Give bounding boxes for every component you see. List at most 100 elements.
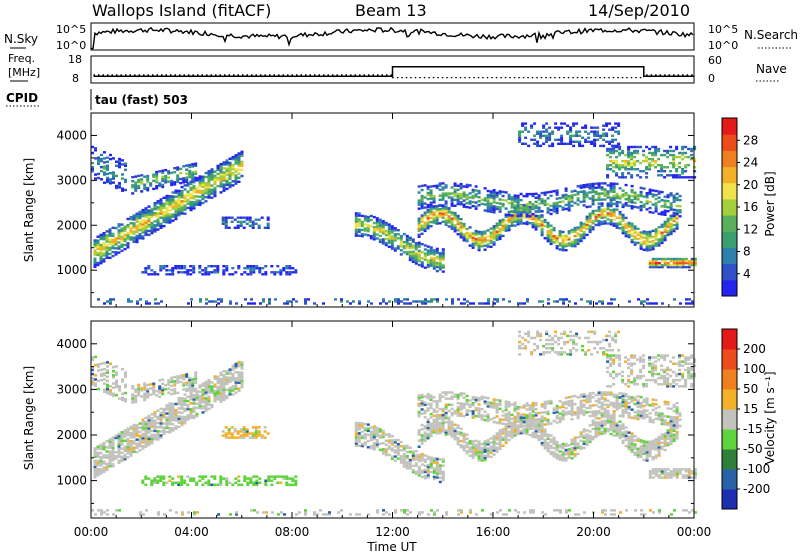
heatmap-cell	[170, 179, 174, 183]
heatmap-cell	[567, 205, 571, 208]
heatmap-cell	[111, 226, 115, 229]
heatmap-cell	[402, 232, 406, 236]
heatmap-cell	[517, 302, 520, 305]
heatmap-cell	[144, 443, 148, 446]
heatmap-cell	[216, 396, 220, 399]
heatmap-cell	[465, 433, 469, 436]
heatmap-cell	[525, 220, 529, 224]
heatmap-cell	[96, 261, 100, 265]
heatmap-cell	[450, 219, 454, 222]
heatmap-cell	[477, 189, 481, 193]
heatmap-cell	[654, 151, 658, 155]
heatmap-cell	[651, 235, 655, 239]
heatmap-cell	[204, 183, 208, 187]
heatmap-cell	[420, 404, 424, 407]
heatmap-cell	[477, 450, 481, 454]
heatmap-cell	[369, 430, 373, 433]
heatmap-cell	[546, 209, 550, 212]
heatmap-cell	[124, 162, 127, 165]
heatmap-cell	[666, 210, 670, 213]
heatmap-cell	[210, 184, 214, 187]
heatmap-cell	[432, 253, 436, 256]
heatmap-cell	[126, 450, 130, 453]
heatmap-cell	[435, 220, 439, 223]
heatmap-cell	[161, 386, 165, 390]
heatmap-cell	[618, 195, 622, 198]
heatmap-cell	[204, 273, 208, 276]
heatmap-cell	[561, 194, 565, 197]
heatmap-cell	[251, 434, 255, 437]
heatmap-cell	[217, 302, 220, 305]
heatmap-cell	[144, 207, 148, 210]
heatmap-cell	[563, 122, 567, 125]
heatmap-cell	[267, 477, 271, 480]
heatmap-cell	[639, 455, 643, 458]
heatmap-cell	[219, 481, 223, 484]
heatmap-cell	[220, 300, 223, 303]
heatmap-cell	[423, 258, 427, 261]
heatmap-cell	[149, 393, 153, 396]
heatmap-cell	[186, 206, 190, 210]
heatmap-cell	[501, 220, 505, 223]
heatmap-cell	[228, 181, 232, 185]
heatmap-cell	[537, 210, 541, 213]
heatmap-cell	[630, 174, 634, 177]
heatmap-cell	[147, 273, 151, 276]
heatmap-cell	[381, 240, 385, 243]
heatmap-cell	[177, 417, 181, 420]
heatmap-cell	[123, 229, 127, 233]
heatmap-cell	[177, 481, 181, 484]
heatmap-cell	[507, 218, 511, 222]
heatmap-cell	[588, 226, 592, 230]
heatmap-cell	[234, 362, 238, 366]
heatmap-cell	[504, 431, 508, 434]
heatmap-cell	[358, 302, 361, 305]
heatmap-cell	[414, 262, 418, 265]
heatmap-cell	[498, 433, 502, 436]
heatmap-cell	[657, 263, 661, 267]
heatmap-cell	[432, 429, 436, 432]
heatmap-cell	[366, 429, 370, 433]
heatmap-cell	[390, 243, 394, 246]
heatmap-cell	[225, 265, 229, 268]
heatmap-cell	[651, 157, 655, 161]
heatmap-cell	[456, 432, 460, 436]
heatmap-cell	[639, 145, 643, 149]
heatmap-cell	[213, 265, 217, 268]
heatmap-cell	[108, 460, 112, 464]
heatmap-cell	[204, 185, 208, 189]
heatmap-cell	[198, 199, 202, 202]
heatmap-cell	[541, 300, 544, 303]
heatmap-cell	[157, 302, 160, 305]
heatmap-cell	[578, 142, 582, 145]
heatmap-cell	[240, 174, 244, 178]
heatmap-cell	[414, 456, 418, 459]
heatmap-cell	[555, 241, 559, 244]
heatmap-cell	[257, 434, 261, 437]
heatmap-cell	[156, 481, 160, 484]
heatmap-cell	[606, 166, 610, 169]
heatmap-cell	[477, 446, 481, 450]
heatmap-cell	[162, 206, 166, 210]
heatmap-cell	[183, 422, 187, 425]
heatmap-cell	[669, 153, 673, 157]
heatmap-cell	[257, 426, 261, 429]
heatmap-cell	[435, 218, 439, 221]
heatmap-cell	[384, 231, 388, 235]
heatmap-cell	[489, 190, 493, 193]
heatmap-cell	[207, 397, 211, 400]
heatmap-cell	[651, 265, 655, 269]
heatmap-cell	[687, 176, 691, 179]
heatmap-cell	[115, 371, 118, 374]
heatmap-cell	[210, 475, 214, 478]
heatmap-cell	[182, 373, 186, 377]
heatmap-cell	[498, 445, 502, 449]
heatmap-cell	[194, 178, 198, 182]
heatmap-cell	[189, 408, 193, 411]
heatmap-cell	[173, 379, 177, 383]
heatmap-cell	[645, 200, 649, 203]
heatmap-cell	[231, 368, 235, 372]
heatmap-cell	[534, 433, 538, 437]
heatmap-cell	[179, 167, 183, 171]
heatmap-cell	[192, 195, 196, 198]
